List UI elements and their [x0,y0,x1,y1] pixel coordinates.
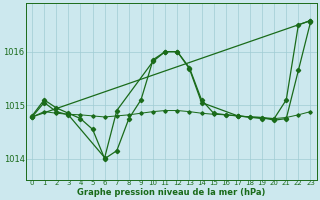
X-axis label: Graphe pression niveau de la mer (hPa): Graphe pression niveau de la mer (hPa) [77,188,266,197]
